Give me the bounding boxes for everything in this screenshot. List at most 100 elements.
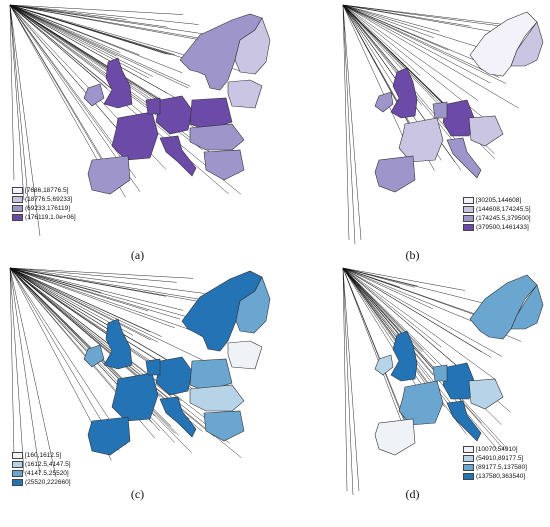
country-france — [111, 372, 159, 422]
leader-line — [342, 4, 508, 35]
leader-line — [342, 267, 403, 425]
leader-line — [342, 267, 437, 400]
legend-swatch — [12, 452, 23, 459]
country-norway-sweden — [469, 274, 538, 340]
leader-line — [342, 4, 492, 68]
legend-c: [160,1612.5] (1612.5,4147.5] (4147.5,25520… — [12, 451, 71, 487]
country-benelux — [432, 101, 448, 119]
country-iberia — [87, 416, 131, 456]
leader-line — [9, 267, 41, 476]
country-norway-sweden — [469, 11, 538, 77]
leader-line — [342, 267, 433, 309]
leader-line — [9, 4, 149, 79]
leader-line — [342, 267, 402, 344]
leader-line — [9, 267, 57, 478]
leader-line — [342, 267, 436, 405]
leader-line — [342, 267, 424, 351]
legend-item: (144608,174245.5] — [463, 205, 531, 214]
leader-line — [342, 4, 411, 153]
leader-line — [9, 267, 25, 474]
leader-line — [342, 267, 482, 353]
leader-line — [9, 4, 184, 15]
map-panel-c: [160,1612.5] (1612.5,4147.5] (4147.5,25520… — [0, 263, 275, 526]
country-ireland — [83, 344, 105, 368]
leader-line — [342, 4, 507, 84]
country-finland — [510, 21, 544, 67]
legend-swatch — [12, 205, 23, 212]
country-shapes — [83, 13, 271, 195]
leader-line — [9, 4, 140, 56]
leader-line — [9, 4, 212, 36]
leader-line — [342, 4, 421, 76]
map-panel-a: [7686,18776.5] (18776.5,69233] (69233,1761… — [0, 0, 275, 263]
country-central-east — [189, 384, 245, 412]
leader-line — [9, 267, 180, 320]
leader-line — [342, 267, 442, 348]
leader-line — [342, 267, 505, 450]
europe-map-c — [9, 267, 271, 478]
leader-line — [342, 267, 490, 320]
caption-c: (c) — [130, 487, 145, 501]
legend-label: [30205,144608] — [476, 197, 522, 204]
caption-d: (d) — [405, 487, 420, 501]
leader-line — [9, 4, 164, 115]
country-balkans — [203, 149, 245, 181]
leader-line — [342, 267, 508, 450]
leader-line — [342, 4, 362, 241]
country-baltics — [227, 340, 263, 370]
legend-item: (54910,89177.5] — [463, 454, 527, 463]
legend-b: [30205,144608] (144608,174245.5] (174245.5… — [463, 196, 531, 232]
leader-line — [9, 267, 149, 312]
caption-b: (b) — [405, 248, 420, 262]
country-germany — [155, 95, 193, 135]
leader-line — [342, 4, 516, 27]
legend-a: [7686,18776.5] (18776.5,69233] (69233,1761… — [12, 186, 76, 222]
country-central-east — [468, 115, 504, 147]
leader-line — [9, 267, 210, 364]
legend-label: (69233,176119] — [25, 205, 71, 212]
leader-line — [9, 4, 201, 41]
legend-swatch — [12, 187, 23, 194]
leader-line — [9, 4, 112, 178]
europe-map-d — [342, 267, 544, 496]
leader-line — [342, 4, 504, 27]
country-uk — [390, 330, 418, 382]
country-iberia — [87, 155, 131, 195]
legend-item: (89177.5,137580] — [463, 463, 527, 472]
leader-line — [342, 4, 356, 245]
country-balkans — [203, 410, 245, 442]
leader-line — [342, 4, 519, 109]
leader-line — [342, 4, 453, 120]
legend-label: [10070,54910] — [476, 446, 518, 453]
leader-line — [342, 267, 429, 406]
country-iberia — [374, 418, 416, 456]
leader-line — [342, 267, 410, 432]
legend-swatch — [12, 461, 23, 468]
country-uk — [390, 67, 418, 119]
europe-map-a — [9, 4, 271, 237]
leader-line — [9, 4, 199, 25]
leader-line — [342, 4, 489, 51]
leader-line — [342, 267, 498, 450]
leader-line — [9, 267, 190, 420]
legend-item: (137580,363540] — [463, 472, 527, 481]
leader-line — [342, 4, 497, 129]
leader-line — [9, 267, 177, 283]
country-ireland — [374, 354, 394, 376]
legend-label: (379500,1461433] — [476, 224, 529, 231]
leader-line — [342, 4, 440, 32]
legend-swatch — [12, 479, 23, 486]
leader-line — [9, 267, 175, 329]
leader-line — [9, 4, 25, 201]
leader-line — [9, 4, 41, 237]
leader-line — [9, 4, 127, 20]
country-shapes — [374, 11, 544, 193]
leader-line — [9, 4, 174, 117]
leader-line — [9, 4, 119, 95]
leader-line — [9, 4, 166, 105]
leader-line — [342, 267, 360, 492]
country-finland — [234, 17, 271, 75]
leader-line — [9, 4, 124, 157]
leader-line — [9, 267, 205, 303]
legend-swatch — [463, 446, 474, 453]
